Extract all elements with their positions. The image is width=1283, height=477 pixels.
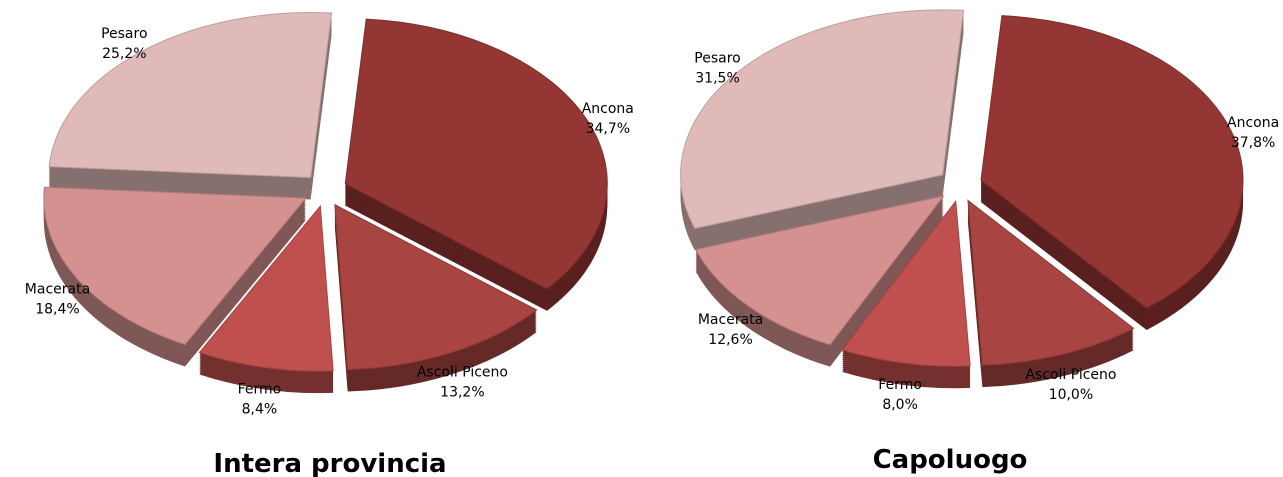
slice-label: Ancona: [1227, 115, 1279, 131]
slice-label: Fermo: [878, 377, 922, 393]
slice: [43, 186, 307, 346]
value-label: 37,8%: [1231, 135, 1275, 151]
slice: [344, 18, 608, 290]
pie: Ancona 34,7% Ascoli Piceno 13,2% Fermo 8,4% Ma…: [25, 12, 634, 417]
slice: [694, 195, 945, 346]
value-label: 31,5%: [695, 70, 739, 86]
value-label: 8,0%: [882, 397, 918, 413]
slice: [980, 15, 1244, 309]
value-label: 34,7%: [586, 121, 630, 137]
slice: [841, 199, 971, 367]
slice-label: Ancona: [582, 101, 634, 117]
slice-label: Macerata: [698, 312, 763, 328]
slice-label: Pesaro: [101, 26, 147, 42]
value-label: 13,2%: [440, 384, 484, 400]
chart-title: Capoluogo: [873, 445, 1028, 475]
slice: [198, 204, 334, 372]
slice-label: Ascoli Piceno: [417, 364, 508, 380]
pie: Ancona 37,8% Ascoli Piceno 10,0% Fermo 8,0% Ma…: [680, 9, 1279, 413]
value-label: 12,6%: [708, 332, 752, 348]
value-label: 8,4%: [242, 401, 278, 417]
value-label: 18,4%: [35, 302, 79, 318]
value-label: 10,0%: [1049, 387, 1093, 403]
slice-label: Ascoli Piceno: [1025, 367, 1116, 383]
slice: [680, 9, 965, 229]
slice: [967, 199, 1135, 366]
slice-label: Macerata: [25, 282, 90, 298]
slice: [48, 12, 333, 179]
slice: [334, 203, 538, 371]
chart-title: Intera provincia: [213, 449, 446, 477]
slice-label: Fermo: [238, 381, 282, 397]
value-label: 25,2%: [102, 46, 146, 62]
slice-label: Pesaro: [694, 50, 740, 66]
